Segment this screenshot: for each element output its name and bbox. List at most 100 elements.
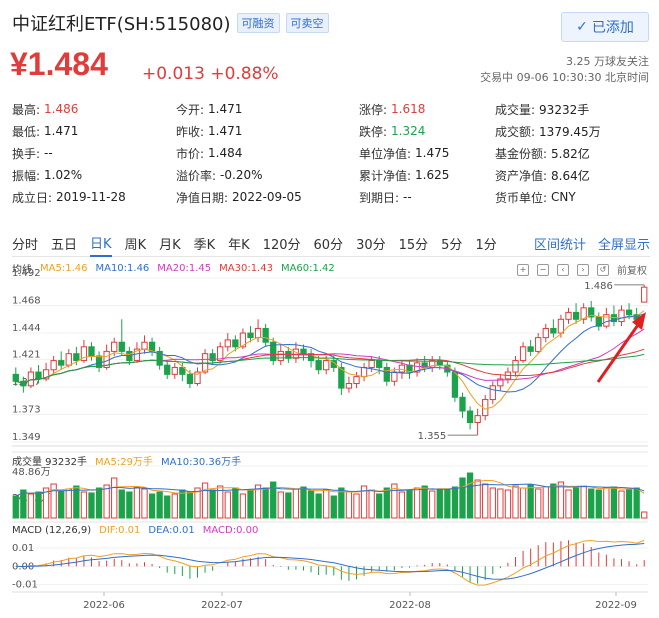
volume-bar: [95, 487, 103, 519]
tab-1分[interactable]: 1分: [475, 237, 497, 253]
volume-bar: [436, 488, 443, 519]
tab-年K[interactable]: 年K: [228, 237, 250, 253]
tab-15分[interactable]: 15分: [398, 237, 429, 253]
margin-tag: 可融资: [236, 13, 280, 33]
volume-bar: [535, 488, 542, 519]
candle-body: [50, 360, 57, 371]
stat-cell: 到期日: --: [359, 186, 495, 208]
candle-body: [489, 385, 496, 401]
legend-item: MA30:1.43: [219, 263, 273, 274]
volume-bar: [421, 485, 428, 519]
candle-body: [474, 415, 481, 424]
tab-分时[interactable]: 分时: [12, 237, 39, 253]
stat-cell: 成交额: 1379.45万: [495, 120, 645, 142]
volume-bar: [58, 490, 65, 519]
change-value: +0.013: [142, 64, 205, 84]
stat-cell: 成立日: 2019-11-28: [12, 186, 176, 208]
legend-title: 成交量 93232手: [12, 457, 87, 468]
volume-bar: [35, 491, 42, 519]
zoom-out-icon[interactable]: −: [537, 263, 549, 276]
volume-bar: [565, 489, 572, 519]
candle-body: [232, 339, 239, 348]
tab-120分[interactable]: 120分: [262, 237, 301, 253]
left-icon[interactable]: ‹: [557, 263, 569, 276]
candle-body: [557, 318, 565, 334]
ma-line: [15, 310, 645, 410]
volume-bar: [50, 483, 57, 519]
volume-bar: [595, 489, 602, 519]
volume-bar: [633, 487, 640, 519]
legend-item: MA20:1.45: [157, 263, 212, 274]
volume-bar: [262, 487, 269, 519]
tab-link[interactable]: 全屏显示: [597, 237, 650, 253]
stat-label: 资产净值:: [495, 168, 548, 183]
volume-bar: [618, 490, 625, 519]
volume-bar: [20, 489, 27, 519]
stat-value: --: [403, 190, 412, 204]
volume-bar: [338, 487, 345, 519]
y-tick-label: 48.86万: [12, 467, 51, 478]
stat-cell: 资产净值: 8.64亿: [495, 164, 645, 186]
volume-ma-line: [15, 479, 645, 497]
candle-body: [376, 360, 383, 368]
candle-body: [323, 360, 330, 371]
added-button[interactable]: ✓ 已添加: [561, 12, 649, 42]
volume-bar: [277, 491, 284, 519]
tab-五日[interactable]: 五日: [51, 237, 78, 253]
stat-label: 涨停:: [359, 102, 388, 117]
candle-body: [603, 314, 610, 327]
volume-bar: [429, 490, 436, 519]
volume-bar: [65, 488, 72, 519]
volume-bar: [451, 486, 459, 519]
stat-cell: 振幅: 1.02%: [12, 164, 176, 186]
stat-label: 今开:: [176, 102, 205, 117]
right-icon[interactable]: ›: [577, 263, 589, 276]
candle-body: [247, 332, 254, 339]
volume-bar: [194, 487, 201, 519]
stat-cell: 跌停: 1.324: [359, 120, 495, 142]
volume-bar: [474, 479, 481, 519]
volume-bar: [330, 495, 337, 519]
tab-5分[interactable]: 5分: [441, 237, 463, 253]
volume-bar: [148, 493, 156, 519]
stat-value: 1.475: [415, 146, 450, 160]
volume-bar: [27, 493, 35, 519]
y-tick-label: 1.349: [12, 432, 41, 443]
check-icon: ✓: [576, 19, 588, 35]
volume-bar: [285, 492, 292, 519]
tab-月K[interactable]: 月K: [159, 237, 181, 253]
reset-icon[interactable]: ↺: [597, 263, 609, 276]
stat-value: 93232手: [539, 102, 590, 117]
candle-body: [58, 360, 65, 366]
volume-bar: [353, 493, 360, 519]
volume-bar: [209, 489, 216, 519]
adjust-mode[interactable]: 前复权: [617, 266, 647, 277]
tab-links: 区间统计 全屏显示: [534, 234, 650, 253]
candle-body: [95, 355, 103, 368]
volume-bar: [345, 491, 353, 519]
zoom-in-icon[interactable]: +: [517, 263, 529, 276]
volume-bar: [383, 487, 390, 519]
candle-body: [224, 339, 231, 348]
y-tick-label: 1.492: [12, 268, 41, 279]
tab-30分[interactable]: 30分: [356, 237, 386, 253]
stat-cell: 溢价率: -0.20%: [176, 164, 359, 186]
stat-label: 成交量:: [495, 102, 536, 117]
candle-body: [42, 369, 50, 380]
candle-body: [330, 360, 337, 368]
stat-cell: 最高: 1.486: [12, 98, 176, 120]
candle-body: [186, 373, 194, 385]
tab-周K[interactable]: 周K: [124, 237, 147, 253]
y-tick-label: 1.373: [12, 404, 41, 415]
volume-bar: [186, 491, 194, 519]
current-price: ¥1.484: [10, 46, 108, 82]
tab-日K[interactable]: 日K: [90, 230, 112, 257]
candle-body: [535, 337, 542, 352]
legend-item: DEA:0.01: [148, 525, 195, 536]
volume-bar: [232, 487, 239, 519]
tab-link[interactable]: 区间统计: [533, 237, 586, 253]
stat-value: 1.324: [391, 124, 426, 138]
tab-季K[interactable]: 季K: [193, 237, 216, 253]
volume-bar: [141, 488, 148, 519]
tab-60分[interactable]: 60分: [313, 237, 344, 253]
